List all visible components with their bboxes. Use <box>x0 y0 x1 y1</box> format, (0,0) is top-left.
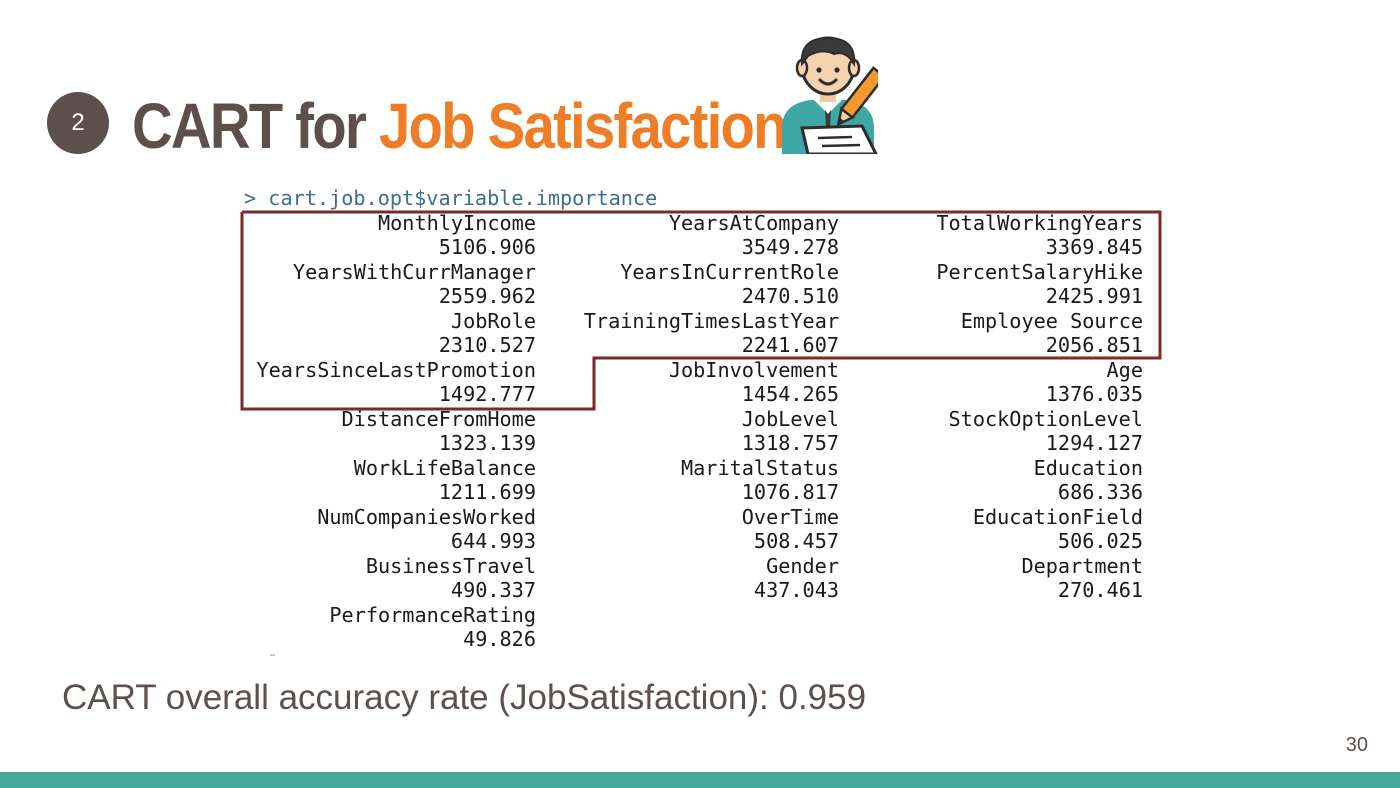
importance-value: 2241.607 <box>741 333 839 357</box>
importance-value: 2470.510 <box>741 284 839 308</box>
importance-value: 1294.127 <box>1045 431 1143 455</box>
variable-name: YearsWithCurrManager <box>292 259 536 284</box>
variable-name: JobRole <box>450 308 536 333</box>
importance-value: 270.461 <box>1057 578 1143 602</box>
variable-name: Gender <box>766 553 839 578</box>
importance-entry: YearsAtCompany 3549.278 <box>669 211 839 260</box>
importance-entry: Gender 437.043 <box>754 554 839 603</box>
variable-name: JobInvolvement <box>668 357 839 382</box>
importance-entry: DistanceFromHome 1323.139 <box>342 407 536 456</box>
importance-entry: JobRole 2310.527 <box>439 309 536 358</box>
variable-name: TotalWorkingYears <box>936 210 1143 235</box>
variable-name: JobLevel <box>741 406 839 431</box>
page-number: 30 <box>1345 734 1368 756</box>
importance-value: 3369.845 <box>1045 235 1143 259</box>
variable-name: MonthlyIncome <box>377 210 536 235</box>
importance-entry: Department 270.461 <box>1021 554 1143 603</box>
console-command: > cart.job.opt$variable.importance <box>244 186 658 210</box>
importance-entry: StockOptionLevel 1294.127 <box>949 407 1143 456</box>
variable-name: YearsSinceLastPromotion <box>256 357 536 382</box>
importance-entry: TotalWorkingYears 3369.845 <box>936 211 1143 260</box>
slide-title-main: CART for <box>132 90 379 162</box>
variable-name: Education <box>1033 455 1143 480</box>
importance-value: 1211.699 <box>438 480 536 504</box>
variable-name: Age <box>1106 357 1143 382</box>
variable-name: MaritalStatus <box>680 455 839 480</box>
variable-name: NumCompaniesWorked <box>317 504 536 529</box>
importance-value: 5106.906 <box>438 235 536 259</box>
variable-name: BusinessTravel <box>365 553 536 578</box>
slide-title-accent: Job Satisfaction <box>378 90 788 162</box>
importance-value: 2056.851 <box>1045 333 1143 357</box>
importance-entry: EducationField 506.025 <box>973 505 1143 554</box>
importance-entry: YearsSinceLastPromotion 1492.777 <box>256 358 536 407</box>
importance-value: 506.025 <box>1057 529 1143 553</box>
importance-value: 1492.777 <box>438 382 536 406</box>
importance-value: 49.826 <box>463 627 536 651</box>
importance-entry: OverTime 508.457 <box>742 505 839 554</box>
variable-name: YearsInCurrentRole <box>620 259 839 284</box>
importance-value: 2559.962 <box>438 284 536 308</box>
importance-value: 1323.139 <box>438 431 536 455</box>
slide-title: CART for Job Satisfaction <box>132 86 788 166</box>
stray-mark <box>270 654 275 656</box>
importance-value: 2425.991 <box>1045 284 1143 308</box>
importance-entry: JobInvolvement 1454.265 <box>669 358 839 407</box>
importance-entry: JobLevel 1318.757 <box>742 407 839 456</box>
r-console-output: > cart.job.opt$variable.importance Month… <box>240 186 1170 656</box>
importance-entry: BusinessTravel 490.337 <box>366 554 536 603</box>
variable-name: DistanceFromHome <box>341 406 536 431</box>
importance-value: 686.336 <box>1057 480 1143 504</box>
importance-value: 1076.817 <box>741 480 839 504</box>
variable-name: EducationField <box>972 504 1143 529</box>
section-number-badge: 2 <box>47 92 109 154</box>
importance-entry: Education 686.336 <box>1034 456 1143 505</box>
variable-name: PerformanceRating <box>329 602 536 627</box>
importance-value: 437.043 <box>753 578 839 602</box>
importance-value: 3549.278 <box>741 235 839 259</box>
variable-name: TrainingTimesLastYear <box>583 308 839 333</box>
importance-entry: PercentSalaryHike 2425.991 <box>936 260 1143 309</box>
importance-value: 508.457 <box>753 529 839 553</box>
importance-entry: PerformanceRating 49.826 <box>329 603 536 652</box>
importance-entry: WorkLifeBalance 1211.699 <box>354 456 536 505</box>
importance-entry: MonthlyIncome 5106.906 <box>378 211 536 260</box>
variable-name: PercentSalaryHike <box>936 259 1143 284</box>
importance-entry: TrainingTimesLastYear 2241.607 <box>584 309 839 358</box>
variable-name: Department <box>1021 553 1143 578</box>
variable-name: Employee Source <box>960 308 1143 333</box>
footer-bar <box>0 772 1400 788</box>
importance-value: 1454.265 <box>741 382 839 406</box>
importance-entry: NumCompaniesWorked 644.993 <box>317 505 536 554</box>
variable-name: StockOptionLevel <box>948 406 1143 431</box>
importance-value: 1318.757 <box>741 431 839 455</box>
variable-name: YearsAtCompany <box>668 210 839 235</box>
importance-value: 644.993 <box>450 529 536 553</box>
variable-name: OverTime <box>741 504 839 529</box>
accuracy-rate-text: CART overall accuracy rate (JobSatisfact… <box>62 678 867 717</box>
importance-entry: YearsInCurrentRole 2470.510 <box>620 260 839 309</box>
person-writing-icon <box>782 36 878 154</box>
importance-entry: MaritalStatus 1076.817 <box>681 456 839 505</box>
importance-entry: Employee Source 2056.851 <box>961 309 1143 358</box>
importance-entry: Age 1376.035 <box>1046 358 1143 407</box>
importance-value: 1376.035 <box>1045 382 1143 406</box>
importance-entry: YearsWithCurrManager 2559.962 <box>293 260 536 309</box>
variable-name: WorkLifeBalance <box>353 455 536 480</box>
importance-value: 490.337 <box>450 578 536 602</box>
importance-value: 2310.527 <box>438 333 536 357</box>
